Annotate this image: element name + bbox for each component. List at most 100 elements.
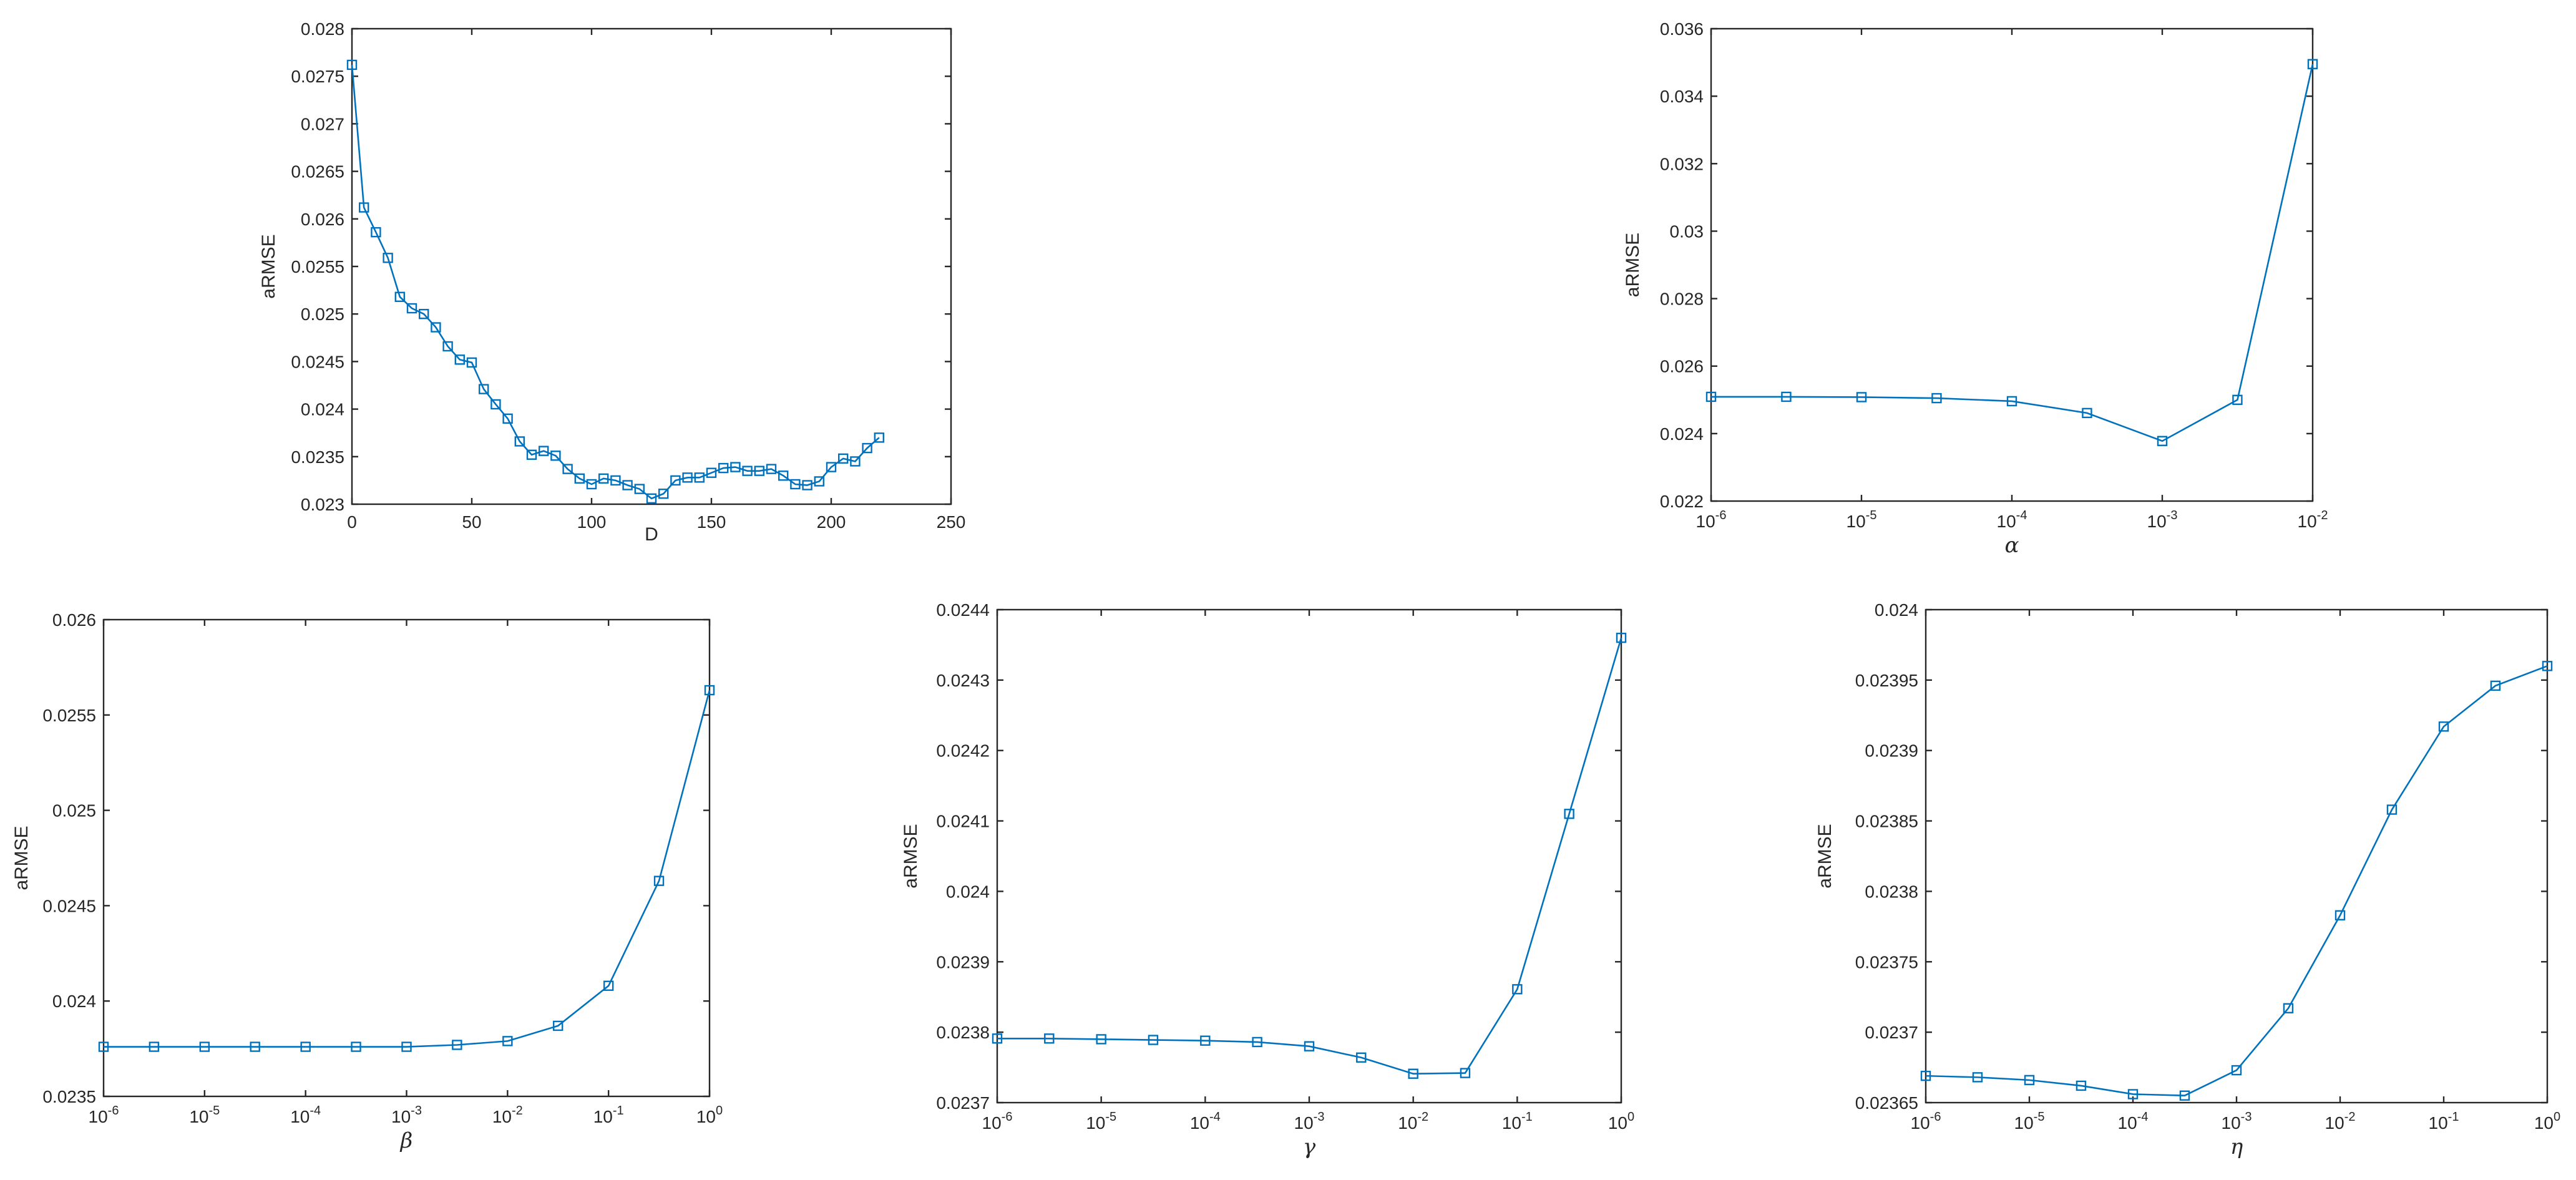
data-point-marker — [706, 467, 717, 478]
data-point-marker — [704, 685, 715, 696]
data-point-marker — [622, 480, 633, 490]
y-tick-label: 0.02395 — [1855, 671, 1918, 690]
x-tick-label: 100 — [696, 1104, 723, 1126]
data-point-marker — [1920, 1070, 1931, 1081]
y-tick-label: 0.0237 — [936, 1093, 990, 1113]
data-point-marker — [653, 875, 665, 886]
y-tick-label: 0.0243 — [936, 671, 990, 690]
data-point-marker — [2386, 804, 2398, 815]
data-point-marker — [552, 1020, 564, 1031]
y-tick-label: 0.025 — [52, 801, 96, 821]
data-point-marker — [502, 413, 513, 424]
y-tick-label: 0.034 — [1660, 87, 1704, 106]
data-point-marker — [401, 1041, 412, 1052]
data-point-marker — [586, 479, 597, 490]
data-point-marker — [371, 227, 381, 238]
y-axis-label: aRMSE — [258, 234, 279, 298]
data-point-marker — [1408, 1068, 1418, 1079]
data-point-marker — [1096, 1034, 1106, 1045]
y-tick-label: 0.0244 — [936, 600, 990, 620]
data-point-marker — [442, 341, 453, 352]
data-point-marker — [790, 479, 801, 490]
x-tick-label: 10-1 — [2429, 1110, 2459, 1133]
x-axis-label: η — [2230, 1134, 2243, 1159]
data-point-marker — [874, 432, 885, 443]
x-tick-label: 10-6 — [89, 1104, 119, 1126]
data-point-marker — [1564, 809, 1574, 819]
y-tick-label: 0.024 — [946, 882, 990, 901]
x-tick-label: 10-2 — [2298, 509, 2328, 531]
data-point-marker — [862, 442, 872, 454]
data-point-marker — [1616, 632, 1627, 643]
y-axis-label: aRMSE — [900, 824, 921, 888]
data-point-marker — [2490, 680, 2501, 691]
x-tick-label: 10-6 — [982, 1110, 1013, 1133]
y-tick-label: 0.028 — [1660, 290, 1704, 309]
data-point-marker — [2076, 1080, 2087, 1091]
y-tick-label: 0.0255 — [42, 706, 96, 725]
data-point-marker — [394, 291, 405, 302]
data-point-marker — [1512, 984, 1523, 995]
x-tick-label: 10-1 — [1502, 1110, 1533, 1133]
data-point-marker — [1856, 392, 1867, 402]
x-tick-label: 150 — [697, 512, 726, 532]
plot-box — [996, 608, 1622, 1104]
x-tick-label: 100 — [2534, 1110, 2560, 1133]
data-point-marker — [742, 466, 753, 476]
y-tick-label: 0.02375 — [1855, 952, 1918, 972]
y-tick-label: 0.026 — [1660, 357, 1704, 376]
series-line — [997, 637, 1622, 1075]
series-line — [1711, 64, 2314, 442]
data-point-marker — [1200, 1035, 1211, 1046]
y-tick-label: 0.026 — [301, 210, 344, 229]
data-point-marker — [682, 472, 693, 483]
y-tick-label: 0.024 — [1875, 600, 1918, 620]
x-tick-label: 10-1 — [593, 1104, 624, 1126]
data-point-marker — [2542, 661, 2553, 671]
y-axis-label: aRMSE — [1622, 233, 1643, 297]
x-tick-label: 10-2 — [2325, 1110, 2356, 1133]
data-point-marker — [1356, 1052, 1367, 1063]
data-point-marker — [1931, 393, 1942, 404]
data-point-marker — [2283, 1003, 2294, 1013]
data-point-marker — [2006, 396, 2017, 407]
y-tick-label: 0.0241 — [936, 812, 990, 831]
y-tick-label: 0.026 — [52, 610, 96, 630]
x-axis-label: α — [2005, 533, 2019, 558]
y-tick-label: 0.03 — [1670, 222, 1704, 241]
x-axis-label: β — [399, 1128, 413, 1153]
x-tick-label: 100 — [1608, 1110, 1634, 1133]
data-point-marker — [1460, 1068, 1471, 1078]
y-tick-label: 0.0255 — [291, 257, 344, 276]
x-tick-label: 100 — [577, 512, 607, 532]
data-point-marker — [634, 484, 645, 494]
data-point-marker — [199, 1041, 210, 1052]
data-point-marker — [351, 1041, 361, 1052]
data-point-marker — [431, 322, 441, 333]
x-tick-label: 10-5 — [2014, 1110, 2045, 1133]
x-tick-label: 10-4 — [1190, 1110, 1221, 1133]
data-point-marker — [452, 1040, 462, 1050]
data-point-marker — [526, 449, 537, 460]
y-tick-label: 0.0239 — [936, 952, 990, 972]
data-point-marker — [550, 451, 561, 461]
data-point-marker — [718, 462, 729, 474]
data-point-marker — [2334, 910, 2346, 921]
data-point-marker — [694, 472, 705, 483]
data-point-marker — [2307, 59, 2318, 69]
y-tick-label: 0.027 — [301, 114, 344, 134]
chart-d: 0 50 100 150 200 250 0.023 0.0235 0.024 0.0245 0.0… — [258, 19, 965, 545]
series-line — [1925, 665, 2548, 1097]
y-tick-label: 0.0238 — [1865, 882, 1918, 901]
x-tick-label: 250 — [937, 512, 966, 532]
data-point-marker — [383, 253, 393, 263]
x-tick-label: 10-6 — [1696, 509, 1727, 531]
data-point-marker — [1148, 1035, 1159, 1045]
data-point-marker — [346, 59, 358, 71]
x-tick-label: 10-5 — [1847, 509, 1877, 531]
x-tick-label: 10-6 — [1911, 1110, 1941, 1133]
data-point-marker — [730, 462, 741, 472]
data-point-marker — [1781, 391, 1792, 402]
data-point-marker — [502, 1036, 513, 1046]
